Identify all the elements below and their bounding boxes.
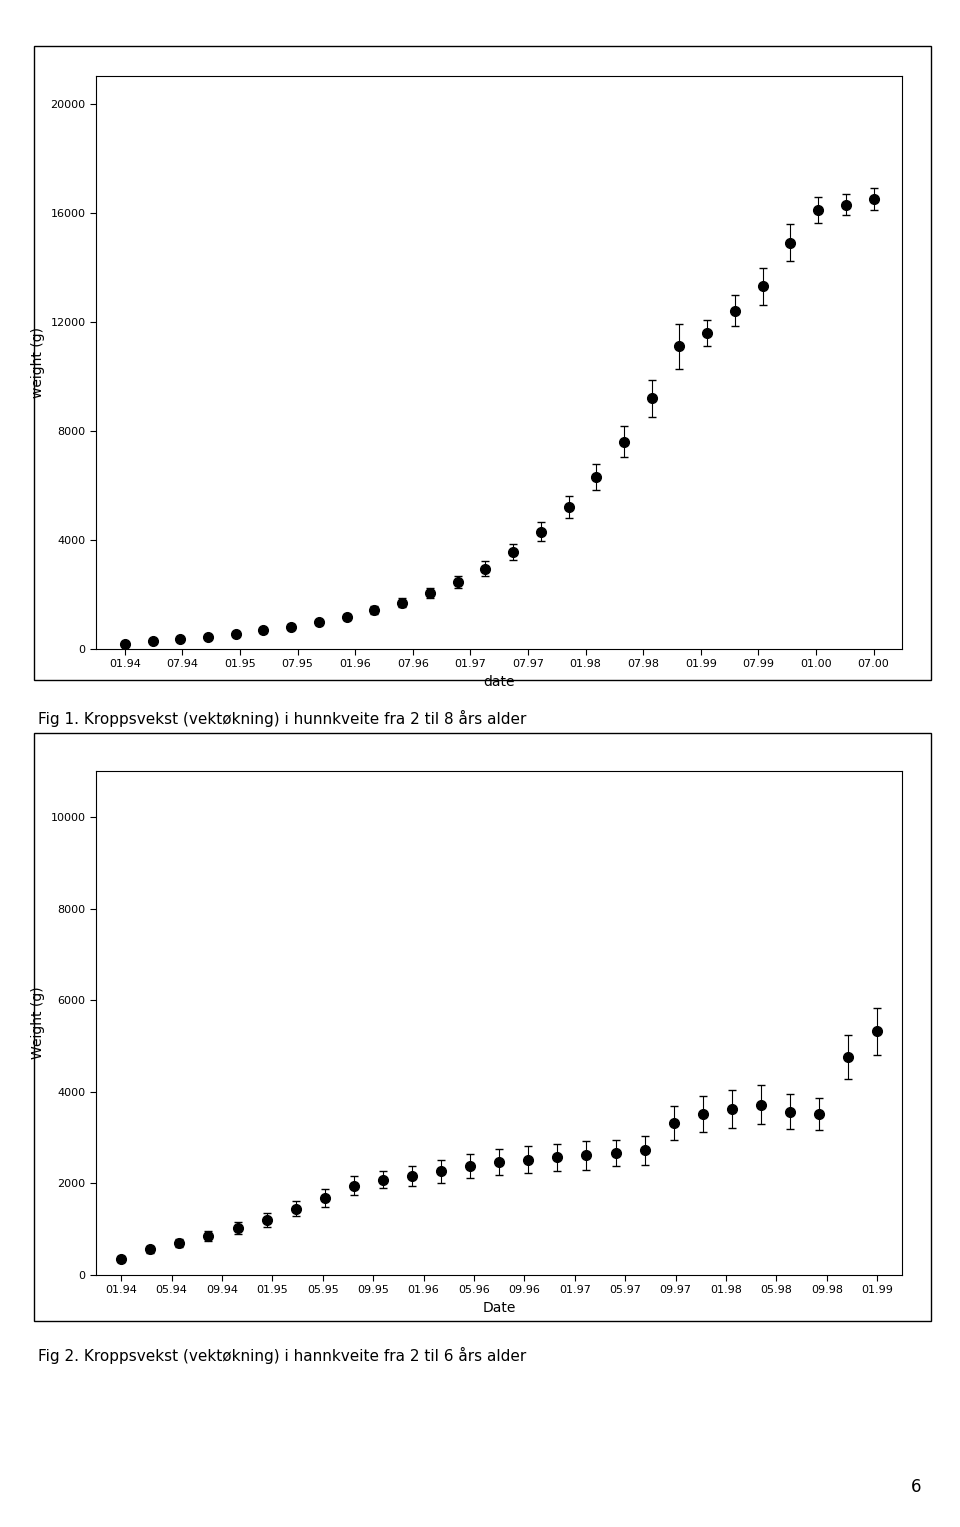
Text: 6: 6 <box>911 1478 922 1496</box>
X-axis label: Date: Date <box>483 1301 516 1315</box>
Y-axis label: Weight (g): Weight (g) <box>31 986 45 1060</box>
X-axis label: date: date <box>484 675 515 689</box>
Text: Fig 1. Kroppsvekst (vektøkning) i hunnkveite fra 2 til 8 års alder: Fig 1. Kroppsvekst (vektøkning) i hunnkv… <box>38 710 527 727</box>
Text: Fig 2. Kroppsvekst (vektøkning) i hannkveite fra 2 til 6 års alder: Fig 2. Kroppsvekst (vektøkning) i hannkv… <box>38 1347 527 1364</box>
Y-axis label: weight (g): weight (g) <box>31 327 45 399</box>
